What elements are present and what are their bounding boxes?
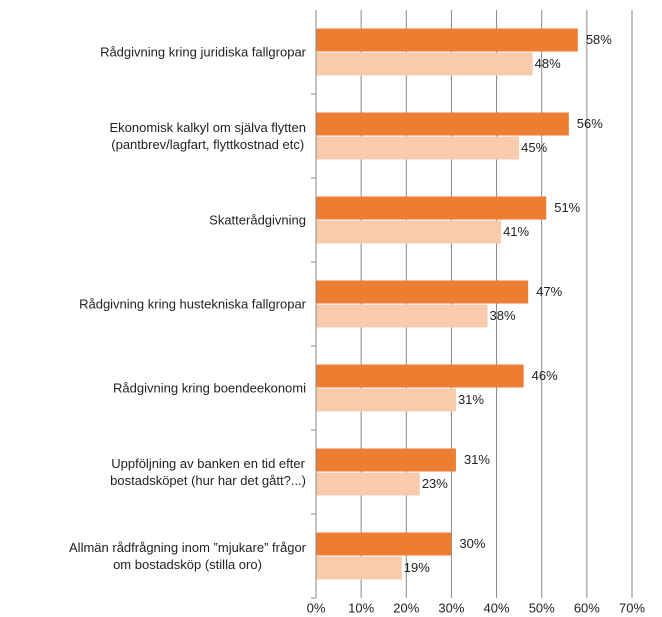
value-label: 19%	[404, 560, 430, 575]
value-label: 38%	[490, 308, 516, 323]
x-tick-label: 40%	[484, 600, 510, 615]
bar	[316, 52, 533, 76]
x-tick-label: 70%	[619, 600, 645, 615]
category-label: Rådgivning kring hustekniska fallgropar	[79, 296, 306, 313]
x-tick-label: 60%	[574, 600, 600, 615]
value-label: 23%	[422, 476, 448, 491]
category-label: Ekonomisk kalkyl om själva flytten (pant…	[109, 119, 306, 153]
category-text: Rådgivning kring boendeekonomi	[113, 380, 306, 396]
x-tick-label: 0%	[307, 600, 326, 615]
category-label: Rådgivning kring boendeekonomi	[113, 380, 306, 397]
x-tick-label: 20%	[393, 600, 419, 615]
value-label: 51%	[554, 200, 580, 215]
category-label: Uppföljning av banken en tid efter bosta…	[110, 455, 306, 489]
bar	[316, 304, 488, 328]
bar	[316, 112, 569, 136]
bar	[316, 388, 456, 412]
value-label: 47%	[536, 284, 562, 299]
category-text: Uppföljning av banken en tid efter bosta…	[110, 456, 306, 488]
value-label: 41%	[503, 224, 529, 239]
x-tick-label: 50%	[529, 600, 555, 615]
bar	[316, 28, 578, 52]
value-label: 45%	[521, 140, 547, 155]
value-label: 48%	[535, 56, 561, 71]
value-label: 30%	[459, 536, 485, 551]
category-text: Rådgivning kring juridiska fallgropar	[100, 44, 306, 60]
bar	[316, 136, 520, 160]
x-tick-label: 10%	[348, 600, 374, 615]
bar	[316, 532, 452, 556]
x-tick-label: 30%	[438, 600, 464, 615]
bar	[316, 196, 547, 220]
value-label: 46%	[532, 368, 558, 383]
bar	[316, 472, 420, 496]
category-label: Skatterådgivning	[209, 212, 306, 229]
bar	[316, 364, 524, 388]
category-text: Skatterådgivning	[209, 212, 306, 228]
category-label: Allmän rådfrågning inom ”mjukare” frågor…	[69, 539, 306, 573]
value-label: 31%	[458, 392, 484, 407]
value-label: 58%	[586, 32, 612, 47]
value-label: 56%	[577, 116, 603, 131]
category-text: Ekonomisk kalkyl om själva flytten (pant…	[109, 120, 306, 152]
bar	[316, 280, 529, 304]
category-text: Rådgivning kring hustekniska fallgropar	[79, 296, 306, 312]
category-label: Rådgivning kring juridiska fallgropar	[100, 44, 306, 61]
bar	[316, 556, 402, 580]
category-text: Allmän rådfrågning inom ”mjukare” frågor…	[69, 540, 306, 572]
bar	[316, 220, 502, 244]
value-label: 31%	[464, 452, 490, 467]
bar	[316, 448, 456, 472]
